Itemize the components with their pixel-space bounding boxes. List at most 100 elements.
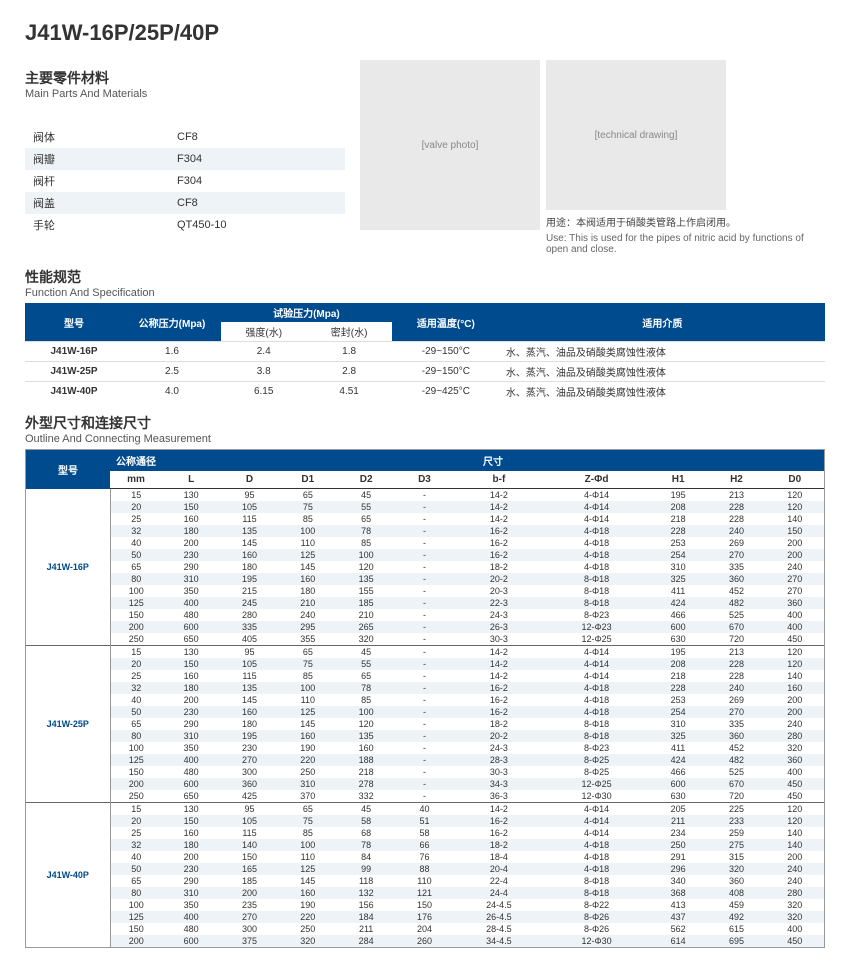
dim-cell: 34-4.5 — [454, 935, 545, 947]
dim-cell: 240 — [766, 718, 824, 730]
dim-cell: - — [395, 766, 453, 778]
dim-cell: 180 — [162, 682, 220, 694]
usage-en: Use: This is used for the pipes of nitri… — [546, 233, 825, 255]
dim-cell: - — [395, 754, 453, 766]
dim-cell: 125 — [110, 597, 162, 609]
dim-title-cn: 外型尺寸和连接尺寸 — [25, 413, 825, 433]
dim-cell: 265 — [337, 621, 395, 633]
dim-h-dn: 公称通径 — [110, 450, 162, 471]
dim-cell: 459 — [707, 899, 765, 911]
dim-cell: - — [395, 513, 453, 525]
dim-cell: 208 — [649, 658, 707, 670]
dim-cell: 291 — [649, 851, 707, 863]
dim-cell: 411 — [649, 742, 707, 754]
dim-cell: 150 — [162, 501, 220, 513]
spec-cell: 1.6 — [123, 342, 221, 362]
dim-cell: 130 — [162, 489, 220, 502]
dim-cell: 8-Φ23 — [544, 742, 649, 754]
dim-cell: 190 — [279, 742, 337, 754]
spec-cell: 4.0 — [123, 382, 221, 402]
dim-cell: 200 — [766, 549, 824, 561]
dim-cell: 225 — [707, 803, 765, 816]
dim-cell: 310 — [649, 561, 707, 573]
mat-name: 阀瓣 — [25, 148, 169, 170]
dim-cell: 4-Φ14 — [544, 815, 649, 827]
dim-cell: 240 — [766, 561, 824, 573]
dim-cell: 85 — [279, 513, 337, 525]
dim-cell: 85 — [337, 694, 395, 706]
dim-cell: 200 — [162, 537, 220, 549]
dim-cell: 8-Φ18 — [544, 585, 649, 597]
dim-cell: 25 — [110, 670, 162, 682]
dim-cell: 296 — [649, 863, 707, 875]
dim-cell: 300 — [220, 923, 278, 935]
dim-cell: 375 — [220, 935, 278, 947]
spec-cell: -29~425°C — [392, 382, 500, 402]
dim-cell: 220 — [279, 754, 337, 766]
dim-cell: 355 — [279, 633, 337, 646]
dim-cell: 180 — [220, 718, 278, 730]
dim-col: mm — [110, 471, 162, 489]
dim-col: D1 — [279, 471, 337, 489]
dim-cell: 110 — [279, 537, 337, 549]
dim-cell: 200 — [220, 887, 278, 899]
dim-cell: 228 — [707, 670, 765, 682]
dim-cell: 120 — [337, 718, 395, 730]
dim-cell: 270 — [707, 706, 765, 718]
dim-cell: 228 — [707, 658, 765, 670]
dim-cell: 130 — [162, 646, 220, 659]
dim-cell: 16-2 — [454, 537, 545, 549]
dim-cell: 290 — [162, 561, 220, 573]
dim-cell: 208 — [649, 501, 707, 513]
dim-cell: 254 — [649, 706, 707, 718]
dim-cell: 250 — [110, 790, 162, 803]
dim-cell: 320 — [707, 863, 765, 875]
dim-cell: 85 — [279, 827, 337, 839]
dim-cell: 325 — [649, 573, 707, 585]
dim-cell: 210 — [279, 597, 337, 609]
dim-cell: 4-Φ14 — [544, 513, 649, 525]
spec-cell: 6.15 — [221, 382, 306, 402]
dim-cell: 150 — [110, 609, 162, 621]
dim-cell: 188 — [337, 754, 395, 766]
dim-cell: 100 — [110, 899, 162, 911]
dim-cell: 4-Φ18 — [544, 863, 649, 875]
dim-cell: 16-2 — [454, 706, 545, 718]
dim-cell: 480 — [162, 923, 220, 935]
dim-cell: 280 — [220, 609, 278, 621]
dim-cell: 20-2 — [454, 730, 545, 742]
usage-cn: 用途：本阀适用于硝酸类管路上作启闭用。 — [546, 214, 825, 229]
dim-cell: 18-2 — [454, 561, 545, 573]
dim-cell: 135 — [337, 730, 395, 742]
dim-cell: 525 — [707, 766, 765, 778]
dim-cell: 16-2 — [454, 815, 545, 827]
dim-cell: - — [395, 670, 453, 682]
dim-cell: 670 — [707, 778, 765, 790]
dim-cell: 630 — [649, 790, 707, 803]
dim-cell: 105 — [220, 815, 278, 827]
dim-cell: 200 — [110, 935, 162, 947]
dim-cell: 228 — [707, 501, 765, 513]
dim-cell: 68 — [337, 827, 395, 839]
dim-cell: 20 — [110, 815, 162, 827]
dim-cell: 695 — [707, 935, 765, 947]
dim-cell: - — [395, 573, 453, 585]
dim-cell: 66 — [395, 839, 453, 851]
dim-cell: 4-Φ14 — [544, 646, 649, 659]
dim-cell: 14-2 — [454, 513, 545, 525]
dim-cell: 250 — [279, 923, 337, 935]
dim-cell: 100 — [279, 525, 337, 537]
dim-cell: 466 — [649, 609, 707, 621]
dim-cell: - — [395, 489, 453, 502]
spec-sub-strength: 强度(水) — [221, 322, 306, 342]
dim-cell: 315 — [707, 851, 765, 863]
dim-cell: 370 — [279, 790, 337, 803]
dim-cell: 25 — [110, 513, 162, 525]
dim-cell: 275 — [707, 839, 765, 851]
dim-cell: 234 — [649, 827, 707, 839]
dim-cell: 4-Φ14 — [544, 658, 649, 670]
dim-cell: 400 — [766, 609, 824, 621]
dim-cell: 84 — [337, 851, 395, 863]
dim-cell: 14-2 — [454, 670, 545, 682]
dim-cell: 310 — [162, 730, 220, 742]
